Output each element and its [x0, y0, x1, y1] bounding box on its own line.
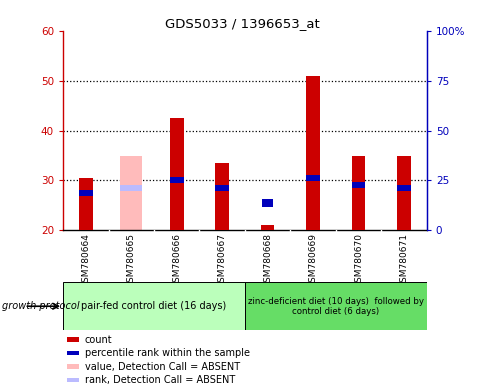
- Bar: [79, 178, 92, 230]
- Bar: [120, 185, 142, 191]
- Bar: [120, 156, 142, 230]
- Bar: [215, 163, 228, 230]
- Text: count: count: [85, 334, 112, 345]
- Text: GSM780664: GSM780664: [81, 233, 90, 288]
- Bar: [396, 156, 410, 230]
- Bar: [262, 199, 272, 207]
- Bar: [306, 76, 319, 230]
- Bar: [67, 338, 79, 342]
- Bar: [351, 156, 364, 230]
- Text: GSM780671: GSM780671: [399, 233, 408, 288]
- Text: growth protocol: growth protocol: [2, 301, 80, 311]
- Text: GSM780670: GSM780670: [353, 233, 363, 288]
- Text: GSM780669: GSM780669: [308, 233, 317, 288]
- Bar: [67, 364, 79, 369]
- Bar: [351, 182, 364, 189]
- Bar: [67, 351, 79, 355]
- Text: value, Detection Call = ABSENT: value, Detection Call = ABSENT: [85, 361, 240, 372]
- Bar: [63, 282, 244, 330]
- Bar: [67, 378, 79, 382]
- Bar: [260, 225, 274, 230]
- Text: GSM780665: GSM780665: [126, 233, 136, 288]
- Text: rank, Detection Call = ABSENT: rank, Detection Call = ABSENT: [85, 375, 235, 384]
- Text: pair-fed control diet (16 days): pair-fed control diet (16 days): [81, 301, 226, 311]
- Bar: [79, 190, 92, 196]
- Text: GSM780666: GSM780666: [172, 233, 181, 288]
- Bar: [244, 282, 426, 330]
- Bar: [169, 118, 183, 230]
- Text: GSM780668: GSM780668: [263, 233, 272, 288]
- Bar: [396, 185, 410, 191]
- Text: GDS5033 / 1396653_at: GDS5033 / 1396653_at: [165, 17, 319, 30]
- Bar: [169, 177, 183, 184]
- Text: GSM780667: GSM780667: [217, 233, 226, 288]
- Bar: [306, 175, 319, 181]
- Bar: [215, 185, 228, 191]
- Text: zinc-deficient diet (10 days)  followed by
control diet (6 days): zinc-deficient diet (10 days) followed b…: [247, 296, 423, 316]
- Text: percentile rank within the sample: percentile rank within the sample: [85, 348, 249, 358]
